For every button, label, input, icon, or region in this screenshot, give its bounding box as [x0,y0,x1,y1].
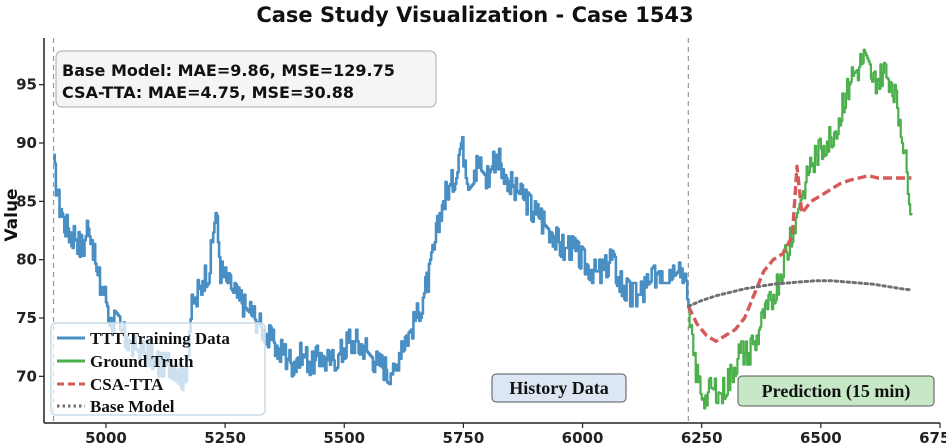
series-base-line [686,279,913,308]
metrics-csa: CSA-TTA: MAE=4.75, MSE=30.88 [62,83,354,102]
y-tick-label: 85 [16,192,37,210]
x-tick-label: 5000 [85,429,127,447]
y-tick-label: 75 [16,309,37,327]
metrics-box: Base Model: MAE=9.86, MSE=129.75 CSA-TTA… [55,50,437,108]
y-tick-label: 70 [16,367,37,385]
chart-title: Case Study Visualization - Case 1543 [256,3,693,27]
x-tick-label: 6500 [800,429,842,447]
series-truth-line [688,48,913,410]
prediction-annotation: Prediction (15 min) [737,375,935,407]
y-axis-ticks: 70 75 80 85 90 95 [16,76,44,385]
series-csa-line [686,164,912,343]
metrics-base: Base Model: MAE=9.86, MSE=129.75 [62,61,395,80]
x-tick-label: 5250 [204,429,246,447]
legend-label-train: TTT Training Data [90,329,230,348]
x-tick-label: 6250 [681,429,723,447]
x-axis-ticks: 5000 5250 5500 5750 6000 6250 6500 6750 [85,423,946,447]
y-tick-label: 95 [16,76,37,94]
y-axis-label: Value [2,188,22,241]
x-tick-label: 5750 [443,429,485,447]
prediction-label: Prediction (15 min) [762,381,911,402]
legend-label-base: Base Model [90,397,175,416]
history-annotation: History Data [491,373,627,403]
x-tick-label: 6750 [919,429,946,447]
x-tick-label: 6000 [562,429,604,447]
boundary-lines [52,38,689,423]
axes [43,38,940,424]
x-tick-label: 5500 [323,429,365,447]
history-label: History Data [509,378,608,398]
legend-label-truth: Ground Truth [90,352,194,371]
y-tick-label: 80 [16,251,37,269]
y-tick-label: 90 [16,134,37,152]
legend-label-csa: CSA-TTA [90,375,164,394]
legend: TTT Training Data Ground Truth CSA-TTA B… [50,322,266,416]
